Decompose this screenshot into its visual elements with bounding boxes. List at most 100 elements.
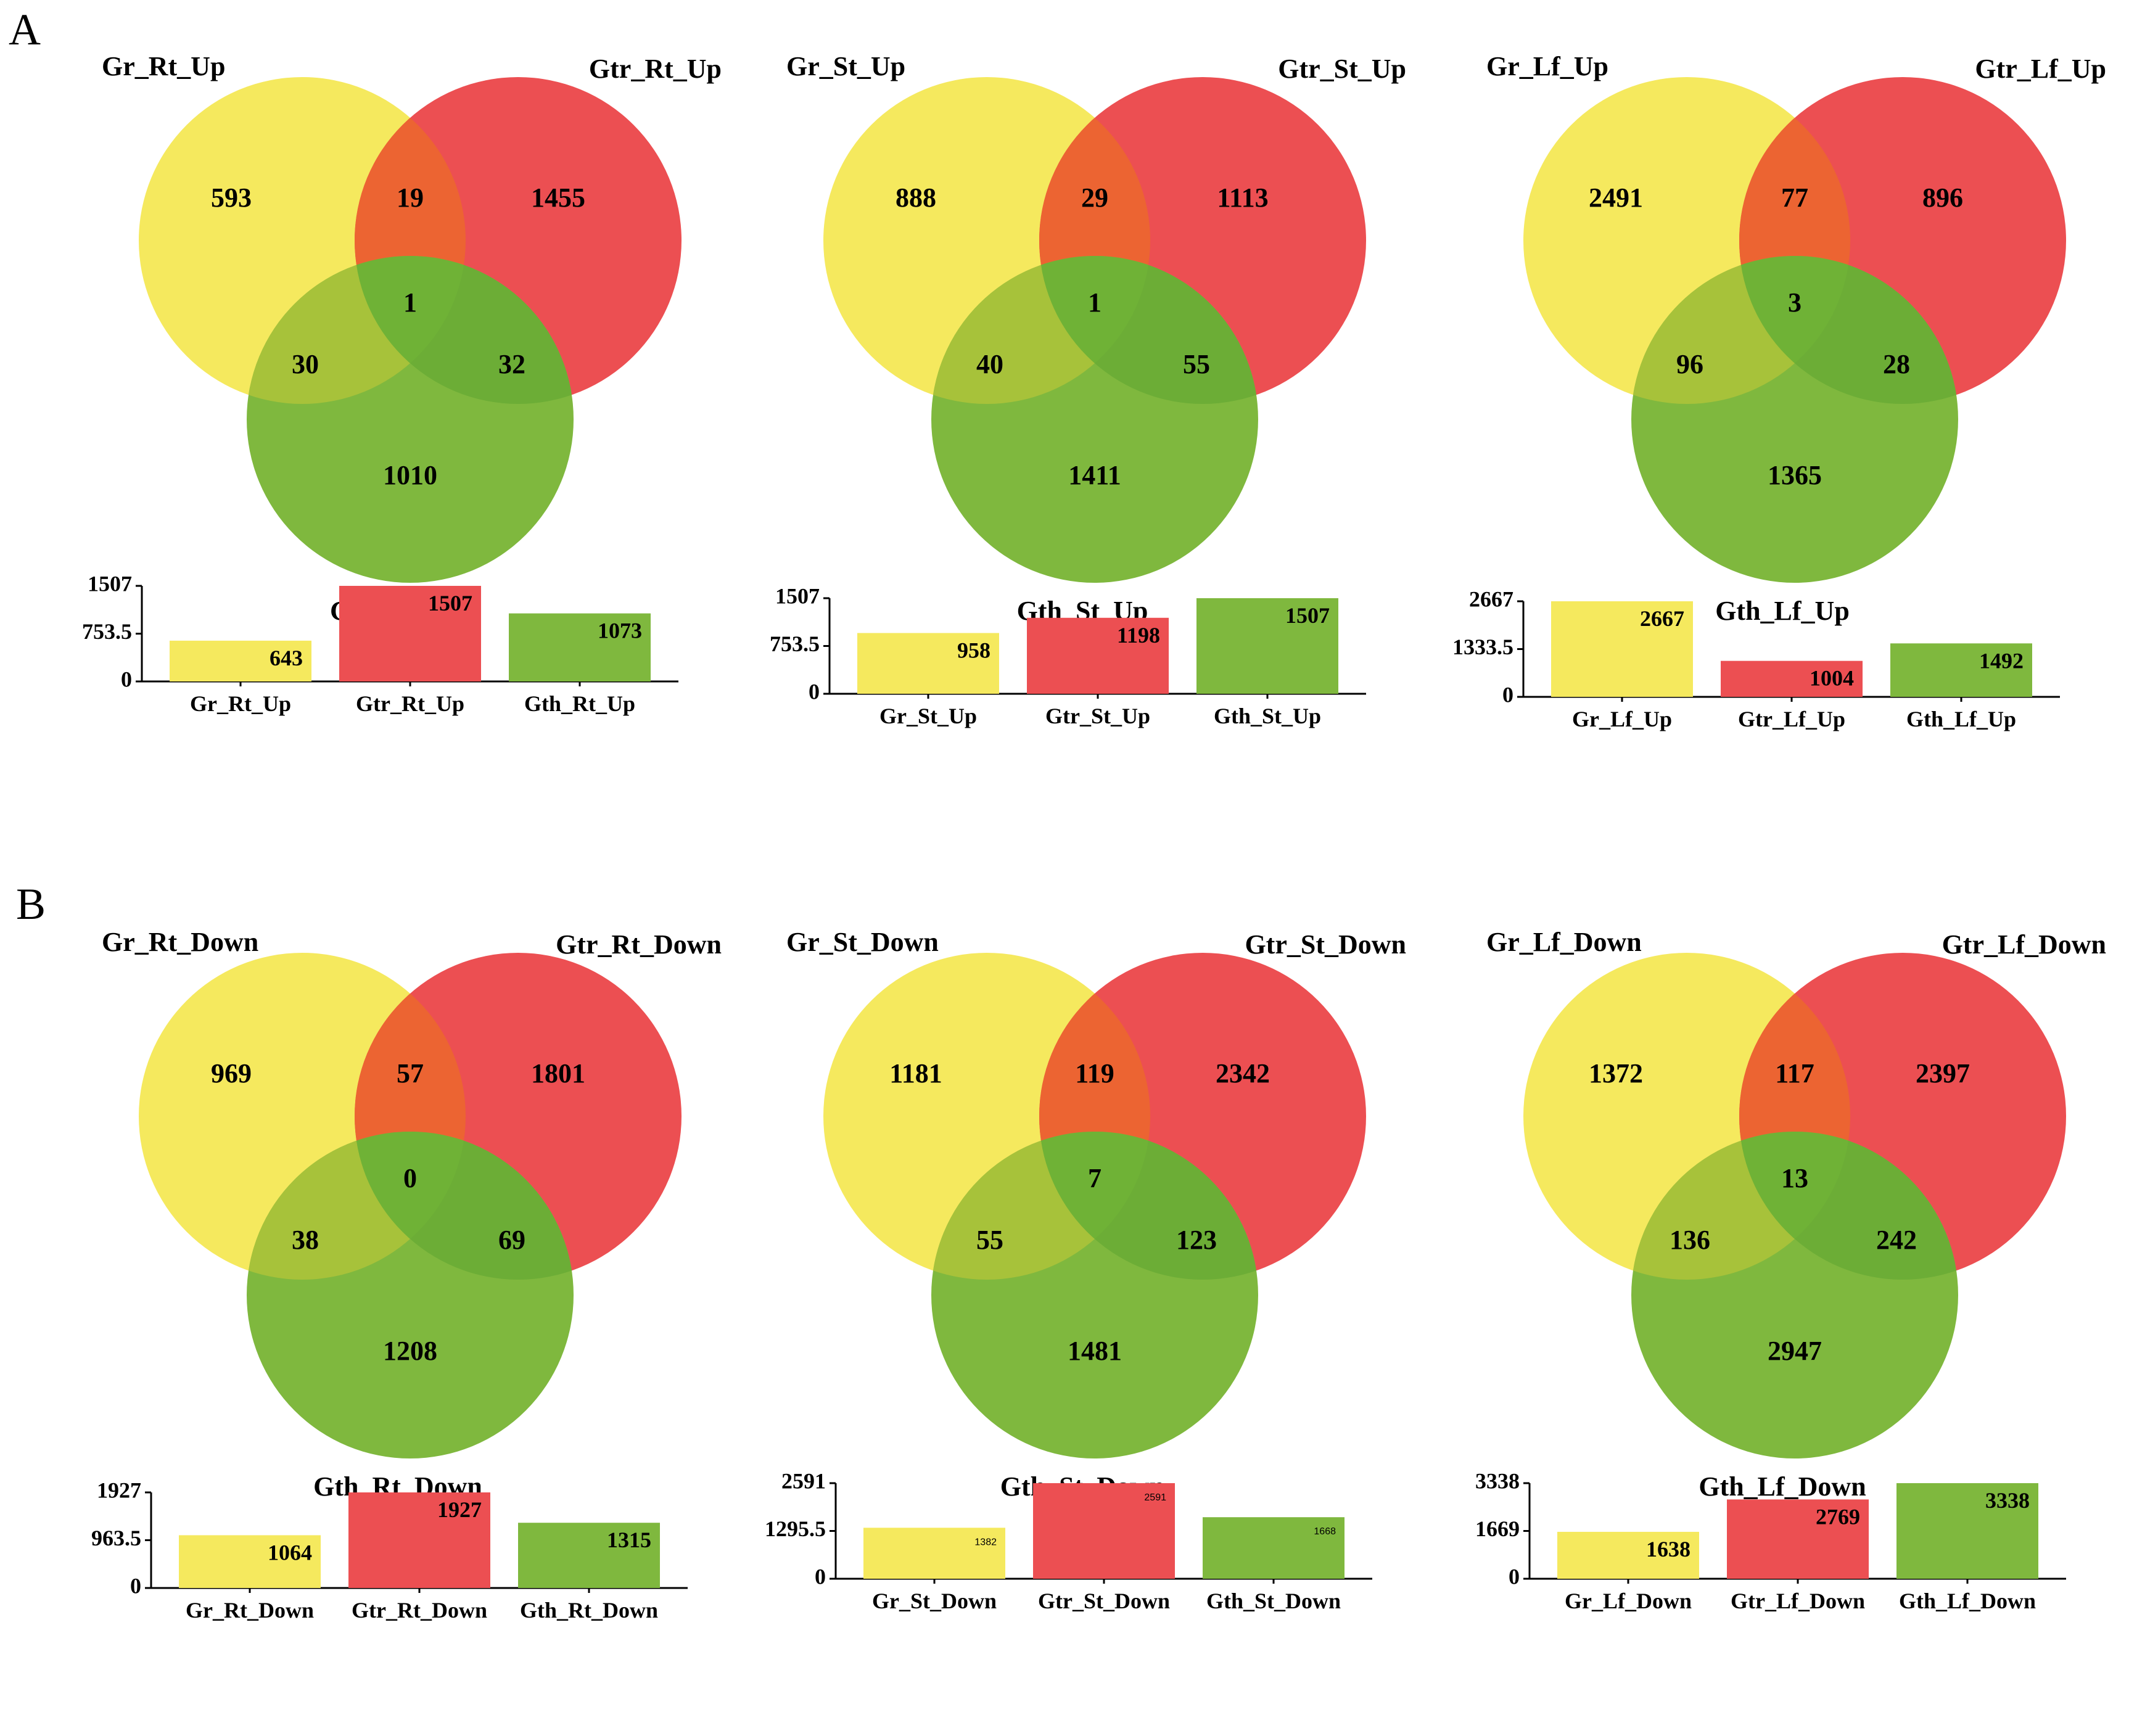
venn-region-b: 1455 <box>531 183 585 213</box>
bar-value-label: 1073 <box>598 619 642 643</box>
y-tick-label: 753.5 <box>770 631 820 656</box>
venn-region-a: 969 <box>211 1058 252 1088</box>
x-category-label: Gtr_Rt_Up <box>356 691 464 716</box>
x-category-label: Gr_Rt_Up <box>190 691 291 716</box>
venn-overlap-bc <box>1039 256 1258 404</box>
venn-region-ab: 29 <box>1081 183 1108 213</box>
venn-region-a: 888 <box>896 183 936 213</box>
y-tick-label: 1295.5 <box>765 1516 826 1541</box>
venn-region-b: 896 <box>1922 183 1963 213</box>
bar-2 <box>339 586 481 681</box>
x-category-label: Gtr_Lf_Up <box>1738 707 1845 731</box>
panel-letter-b: B <box>16 879 46 929</box>
venn-region-bc: 32 <box>498 349 525 379</box>
bar-value-label: 1004 <box>1810 666 1854 691</box>
venn-region-abc: 1 <box>403 287 417 318</box>
bar-1 <box>170 640 311 681</box>
venn-region-c: 1010 <box>383 460 437 490</box>
bar-value-label: 2769 <box>1816 1504 1860 1529</box>
venn-region-c: 1411 <box>1068 460 1121 490</box>
x-category-label: Gr_St_Up <box>879 704 977 728</box>
x-category-label: Gth_St_Down <box>1206 1589 1341 1613</box>
venn-region-ac: 55 <box>976 1225 1003 1255</box>
venn-label-a: Gr_St_Up <box>786 51 905 81</box>
venn-label-b: Gtr_Lf_Up <box>1975 54 2106 84</box>
x-category-label: Gr_St_Down <box>872 1589 997 1613</box>
y-tick-label: 1333.5 <box>1452 635 1513 659</box>
bar-value-label: 1638 <box>1646 1537 1690 1561</box>
bar-value-label: 1198 <box>1117 623 1160 648</box>
x-category-label: Gth_Rt_Up <box>524 691 635 716</box>
venn-region-a: 593 <box>211 183 252 213</box>
venn-label-c: Gth_Lf_Down <box>1699 1471 1866 1502</box>
x-category-label: Gr_Lf_Down <box>1565 1589 1692 1613</box>
bar-value-label: 643 <box>270 646 303 670</box>
venn-region-bc: 123 <box>1176 1225 1217 1255</box>
x-category-label: Gtr_St_Up <box>1045 704 1150 728</box>
venn-region-bc: 242 <box>1876 1225 1917 1255</box>
bar-2 <box>1033 1483 1175 1579</box>
bar-3 <box>1196 598 1338 694</box>
y-tick-label: 963.5 <box>91 1526 141 1550</box>
venn-region-bc: 28 <box>1883 349 1910 379</box>
bar-value-label: 2591 <box>1144 1492 1166 1503</box>
venn-diagram: 1372 2397 2947 117 136 242 13 Gr_Lf_Down Gtr_Lf_… <box>1486 927 2106 1502</box>
venn-region-b: 2342 <box>1216 1058 1270 1088</box>
venn-label-b: Gtr_St_Down <box>1245 929 1406 960</box>
bar-1 <box>1551 601 1693 697</box>
y-tick-label: 0 <box>1509 1564 1520 1589</box>
bar-2 <box>1721 660 1863 697</box>
venn-overlap-ac <box>931 1132 1150 1280</box>
bar-2 <box>348 1492 490 1588</box>
x-category-label: Gtr_St_Down <box>1038 1589 1170 1613</box>
bar-value-label: 2667 <box>1640 606 1684 631</box>
venn-label-a: Gr_Lf_Down <box>1486 927 1642 957</box>
y-tick-label: 1927 <box>97 1478 141 1502</box>
venn-region-abc: 7 <box>1088 1163 1102 1193</box>
venn-label-c: Gth_Lf_Up <box>1715 596 1850 626</box>
y-tick-label: 1507 <box>88 571 132 596</box>
venn-region-ac: 38 <box>292 1225 319 1255</box>
venn-region-bc: 55 <box>1183 349 1210 379</box>
y-tick-label: 753.5 <box>82 619 132 644</box>
venn-overlap-bc <box>1739 1132 1958 1280</box>
bar-3 <box>509 613 651 681</box>
bar-1 <box>857 633 999 694</box>
venn-region-ac: 30 <box>292 349 319 379</box>
venn-overlap-ac <box>247 256 466 404</box>
x-category-label: Gth_Lf_Down <box>1899 1589 2036 1613</box>
bar-3 <box>1896 1483 2038 1579</box>
venn-label-a: Gr_St_Down <box>786 927 939 957</box>
venn-region-ac: 136 <box>1670 1225 1710 1255</box>
bar-3 <box>1890 643 2032 697</box>
venn-region-ab: 119 <box>1075 1058 1114 1088</box>
venn-region-c: 2947 <box>1768 1336 1822 1366</box>
x-category-label: Gr_Lf_Up <box>1572 707 1672 731</box>
venn-region-ac: 40 <box>976 349 1003 379</box>
bar-value-label: 1507 <box>1285 603 1330 628</box>
y-tick-label: 1507 <box>775 583 820 608</box>
venn-region-ab: 117 <box>1775 1058 1814 1088</box>
venn-region-abc: 3 <box>1788 287 1802 318</box>
venn-region-ab: 57 <box>397 1058 424 1088</box>
venn-diagram: 593145510101930321Gr_Rt_UpGtr_Rt_UpGth_R… <box>102 51 722 626</box>
x-category-label: Gth_Lf_Up <box>1906 707 2016 731</box>
bar-chart: 0 1669 3338 1638 Gr_Lf_Down 2769 Gtr_Lf_Down 33… <box>1475 1468 2066 1613</box>
bar-chart: 0 1333.5 2667 2667 Gr_Lf_Up 1004 Gtr_Lf_Up 1492… <box>1452 586 2060 731</box>
y-tick-label: 0 <box>809 679 820 704</box>
y-tick-label: 2667 <box>1469 586 1513 611</box>
venn-overlap-ac <box>247 1132 466 1280</box>
venn-overlap-bc <box>355 256 574 404</box>
bar-value-label: 1492 <box>1979 648 2024 673</box>
y-tick-label: 0 <box>815 1564 826 1589</box>
venn-overlap-ac <box>931 256 1150 404</box>
bar-3 <box>1203 1517 1345 1579</box>
bar-chart: 0 753.5 1507 643 Gr_Rt_Up 1507 Gtr_Rt_Up 1073 Gt… <box>82 571 678 716</box>
venn-region-ab: 19 <box>397 183 424 213</box>
x-category-label: Gth_St_Up <box>1214 704 1321 728</box>
venn-diagram: 2491 896 1365 77 96 28 3 Gr_Lf_Up Gtr_Lf_Up Gth_L… <box>1486 51 2106 626</box>
bar-value-label: 1927 <box>437 1497 482 1522</box>
bar-chart: 0 963.5 1927 1064 Gr_Rt_Down 1927 Gtr_Rt_Down 1… <box>91 1478 688 1623</box>
